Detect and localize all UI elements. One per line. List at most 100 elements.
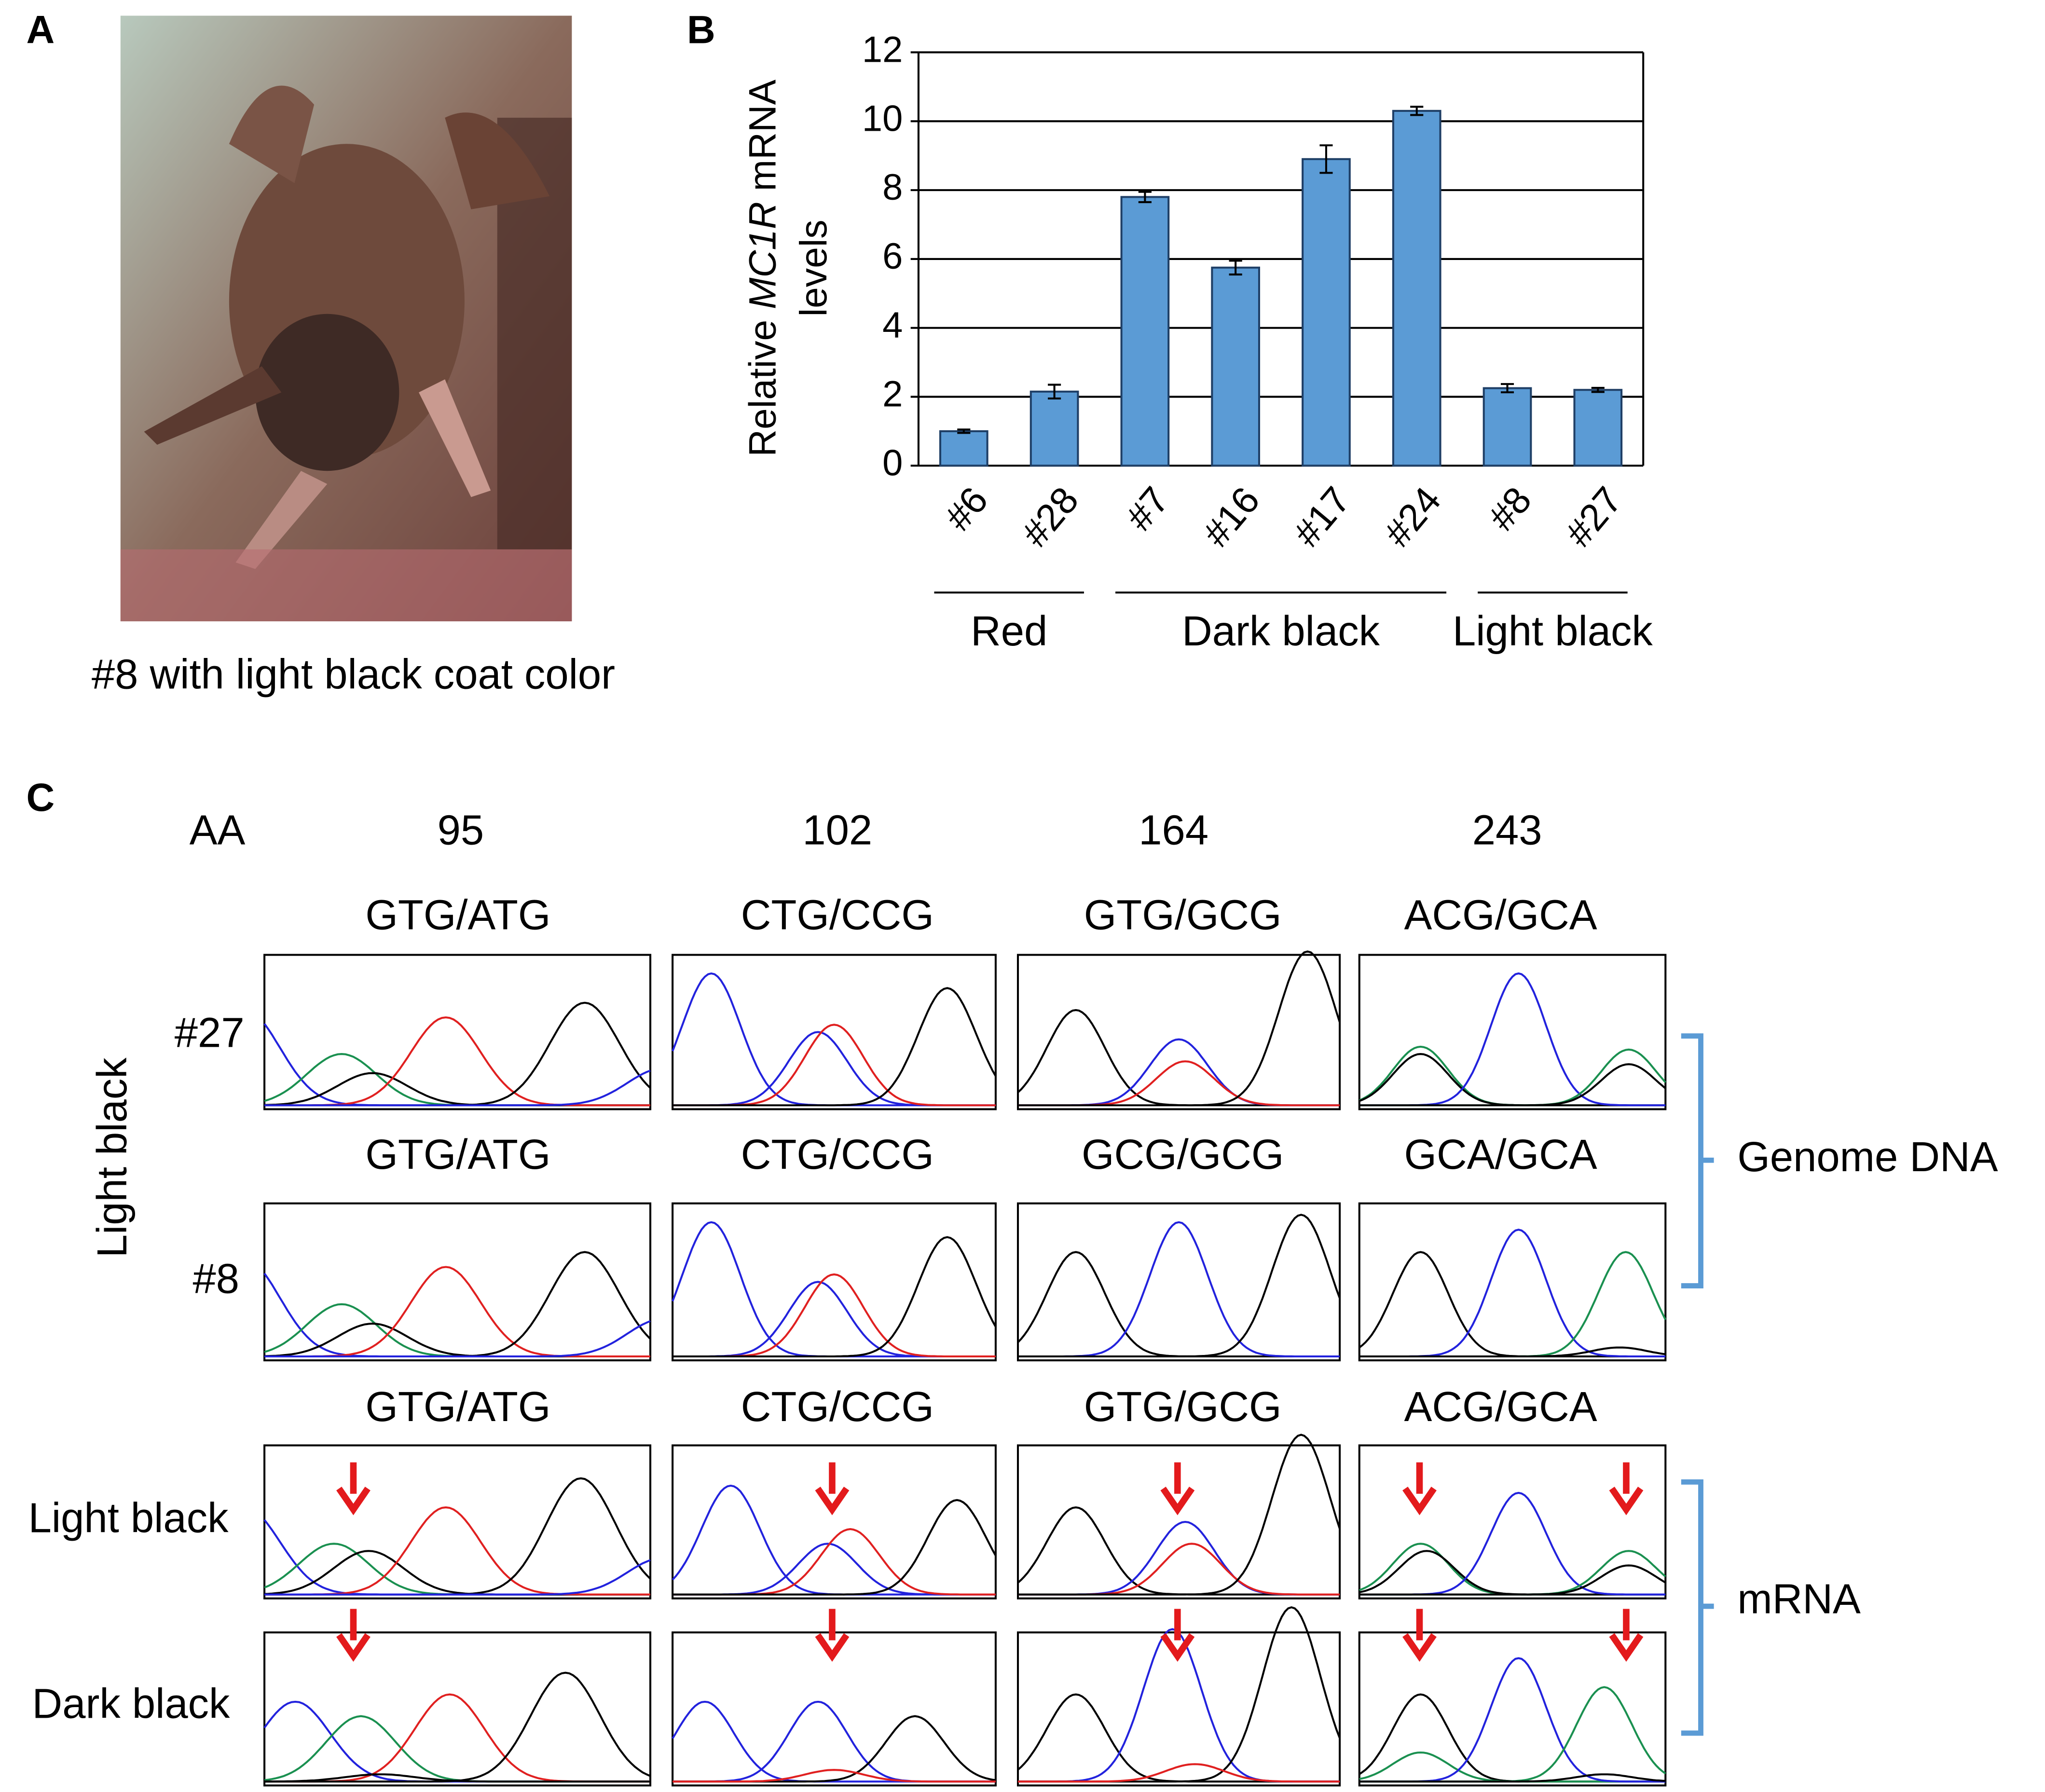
error-bar [1138,191,1152,204]
y-tick-label: 8 [882,167,903,208]
aa-position: 95 [438,807,484,853]
photo-caption: #8 with light black coat color [92,651,615,698]
y-tick-label: 6 [882,236,903,277]
trace-frame [263,1631,652,1787]
trace [673,1236,997,1358]
y-tick-label: 12 [862,29,903,70]
side-label: Light black [89,1057,136,1258]
codon-label: ACG/GCA [1404,1383,1597,1430]
arrow-head [1402,1487,1437,1516]
bracket [1681,1033,1714,1289]
arrow-head [815,1633,850,1662]
row-label: Light black [28,1495,229,1542]
trace [1359,1063,1666,1107]
bar [1302,158,1351,467]
codon-label: GCA/GCA [1404,1131,1597,1178]
row-label: Dark black [32,1681,230,1727]
trace-frame [1358,1444,1667,1600]
bar [1482,387,1532,467]
arrow-head [1609,1487,1644,1516]
trace [1359,1564,1666,1596]
trace [1359,1346,1666,1358]
trace-frame [1358,954,1667,1110]
y-tick-label: 0 [882,442,903,483]
trace [1018,1434,1341,1596]
bracket-label: Genome DNA [1737,1134,1998,1180]
codon-label: GTG/GCG [1084,1383,1282,1430]
trace-frame [672,954,997,1110]
codon-label: ACG/GCA [1404,892,1597,939]
codon-label: CTG/CCG [741,1131,934,1178]
trace-frame [1016,954,1341,1110]
x-tick-label: #6 [936,479,996,539]
aa-position: 164 [1139,807,1208,853]
error-bar [1229,260,1242,276]
bar [1392,109,1441,467]
x-tick-label: #8 [1480,479,1540,539]
error-bar [1319,144,1333,174]
bracket [1681,1479,1714,1736]
x-tick-label: #16 [1194,479,1268,555]
bar [1029,390,1079,467]
aa-position: 102 [802,807,872,853]
y-axis-label: Relative MC1R mRNA [741,79,783,457]
arrow-head [815,1487,850,1516]
arrow-head [1402,1633,1437,1662]
bar [1573,389,1623,467]
trace [673,1499,997,1596]
x-tick-label: #7 [1118,479,1178,539]
trace-frame [1016,1202,1341,1362]
y-tick-label: 2 [882,374,903,415]
trace-frame [672,1202,997,1362]
trace [673,987,997,1107]
x-tick-label: #28 [1014,479,1087,555]
panel-label: B [687,8,715,52]
codon-label: GTG/GCG [1084,892,1282,939]
group-label: Light black [1453,608,1653,655]
trace-frame [1358,1631,1667,1787]
row-label: #27 [175,1010,245,1056]
bar [939,430,988,467]
photo [120,15,572,622]
codon-label: GTG/ATG [365,1131,550,1178]
trace [673,1769,996,1783]
arrow-head [1609,1633,1644,1662]
y-tick-label: 4 [882,305,903,346]
error-bar [1500,383,1514,394]
panel-label: C [27,776,55,820]
row-label: #8 [192,1255,239,1302]
bar [1211,266,1261,467]
y-tick-label: 10 [862,98,903,139]
error-bar [1591,386,1605,393]
codon-label: CTG/CCG [741,1383,934,1430]
bar [1120,196,1170,467]
trace [264,1559,651,1596]
trace [1018,950,1341,1107]
trace [264,1069,651,1107]
trace-frame [1016,1444,1341,1600]
y-axis-label: levels [792,219,835,316]
arrow-head [336,1633,371,1662]
trace [264,1320,651,1358]
trace [1018,1214,1341,1358]
bracket-label: mRNA [1737,1576,1861,1623]
codon-label: GTG/ATG [365,1383,550,1430]
y-label-part: Relative [741,309,783,457]
arrow-head [1160,1487,1195,1516]
trace [1018,1763,1340,1783]
error-bar [1410,106,1424,116]
arrow-head [1160,1633,1195,1662]
trace-frame [263,1202,652,1362]
trace-frame [1358,1202,1667,1362]
aa-position: 243 [1472,807,1542,853]
y-label-gene: MC1R [741,202,783,309]
x-tick-label: #27 [1557,479,1630,555]
codon-label: CTG/CCG [741,892,934,939]
error-bar [1048,383,1061,400]
group-label: Red [971,608,1047,655]
error-bar [957,428,971,434]
codon-label: GTG/ATG [365,892,550,939]
aa-label: AA [190,807,246,853]
